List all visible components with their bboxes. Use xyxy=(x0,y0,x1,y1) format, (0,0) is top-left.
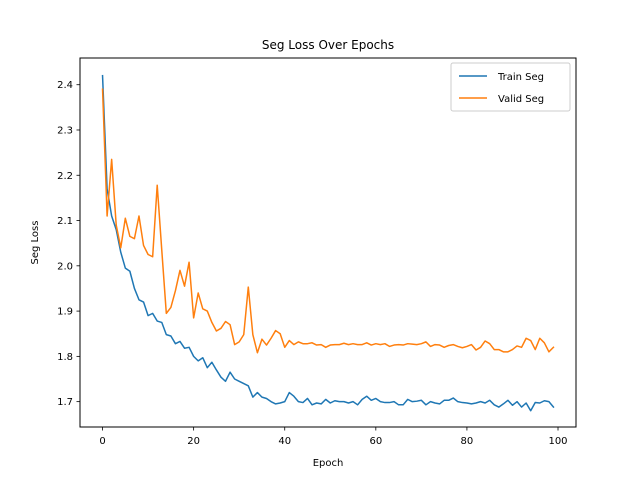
y-tick-label: 2.4 xyxy=(57,80,73,91)
legend: Train Seg Valid Seg xyxy=(450,62,571,112)
y-tick-label: 2.3 xyxy=(57,125,73,136)
y-tick-label: 2.0 xyxy=(57,261,73,272)
legend-box xyxy=(450,62,571,112)
legend-label: Valid Seg xyxy=(498,94,544,105)
y-tick-label: 1.8 xyxy=(57,352,73,363)
x-tick-label: 0 xyxy=(99,436,105,447)
x-tick-label: 60 xyxy=(369,436,382,447)
series-line-valid-seg xyxy=(101,88,555,354)
plot-area xyxy=(101,74,555,412)
x-tick-label: 80 xyxy=(461,436,474,447)
chart-title: Seg Loss Over Epochs xyxy=(262,38,394,52)
plot-frame xyxy=(79,57,577,428)
y-tick-label: 1.7 xyxy=(57,397,73,408)
x-tick-label: 20 xyxy=(187,436,200,447)
y-tick-label: 1.9 xyxy=(57,307,73,318)
x-axis-label: Epoch xyxy=(313,458,344,469)
legend-label: Train Seg xyxy=(497,72,544,83)
x-tick-label: 100 xyxy=(548,436,567,447)
y-tick-label: 2.2 xyxy=(57,171,73,182)
x-tick-label: 40 xyxy=(278,436,291,447)
series-line-train-seg xyxy=(101,74,555,412)
y-axis-label: Seg Loss xyxy=(30,221,41,265)
y-tick-label: 2.1 xyxy=(57,216,73,227)
